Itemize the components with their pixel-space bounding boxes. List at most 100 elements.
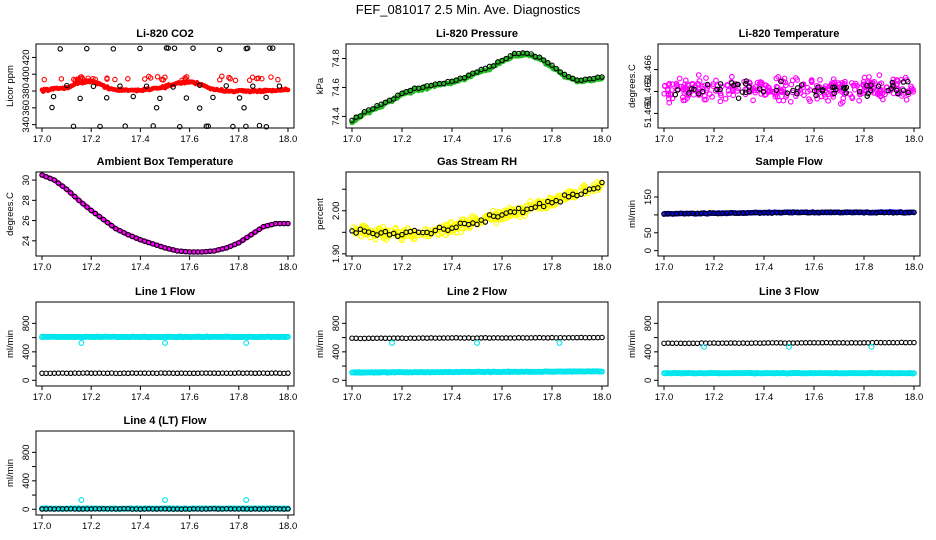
overlay-point [520, 209, 526, 216]
panel-line3: Line 3 Flow 17.0 17.2 17.4 17.6 17.8 18.0 0 400 8… [627, 286, 923, 403]
overlay-point [370, 106, 376, 112]
overlay-point [349, 228, 355, 234]
overlay-point [49, 104, 55, 111]
overlay-point [122, 123, 128, 129]
overlay-point [382, 228, 389, 235]
overlay-point [743, 89, 749, 96]
overlay-point [428, 230, 434, 237]
overlay-point [889, 79, 896, 86]
y-tick-label: 360 [21, 100, 32, 116]
temperature-point [807, 98, 813, 105]
co2-point [41, 76, 48, 83]
temperature-point [674, 83, 681, 90]
data-points [349, 334, 605, 376]
overlay-point [92, 210, 99, 217]
x-tick-label: 18.0 [905, 134, 924, 145]
y-tick-label: 0 [643, 248, 654, 253]
overlay-point [285, 506, 291, 512]
plot-frame [657, 171, 921, 257]
overlay-point [540, 57, 547, 63]
panel-title: Line 1 Flow [135, 286, 195, 298]
overlay-point [96, 213, 103, 220]
rh-point [508, 206, 515, 213]
x-tick-label: 17.4 [443, 134, 462, 145]
x-tick-label: 17.4 [755, 262, 774, 273]
co2-point [226, 74, 232, 81]
overlay-point [51, 177, 58, 183]
figure-title: FEF_081017 2.5 Min. Ave. Diagnostics [356, 2, 581, 17]
rh-point [453, 229, 460, 236]
y-tick-label: 30 [21, 175, 32, 186]
overlay-point [545, 60, 551, 66]
panel-title: Line 3 Flow [759, 286, 819, 298]
rh-point [474, 217, 481, 224]
y-tick-label: 420 [21, 50, 32, 66]
overlay-point [64, 82, 70, 89]
temperature-point [680, 86, 687, 93]
temperature-point [787, 98, 794, 105]
x-tick-label: 17.2 [705, 262, 724, 273]
x-tick-label: 17.8 [855, 134, 874, 145]
co2-point [71, 76, 77, 83]
overlay-point [482, 219, 489, 225]
overlay-point [117, 227, 123, 234]
overlay-point [482, 65, 489, 72]
x-tick-label: 17.2 [82, 262, 101, 273]
co2-point [183, 74, 190, 80]
plot-frame [35, 43, 295, 129]
x-tick-label: 18.0 [279, 521, 298, 532]
overlay-point [103, 95, 110, 101]
y-tick-label: 340 [21, 117, 32, 133]
x-tick-label: 17.4 [443, 262, 462, 273]
x-tick-label: 17.8 [543, 392, 562, 403]
overlay-point [137, 45, 143, 52]
overlay-point [743, 78, 750, 84]
y-axis-label: ml/min [627, 330, 638, 358]
rh-point [561, 194, 568, 201]
x-tick-label: 18.0 [905, 392, 924, 403]
x-tick-label: 17.4 [131, 521, 150, 532]
overlay-point [714, 86, 720, 93]
temperature-point [780, 97, 787, 104]
overlay-point [84, 204, 90, 210]
overlay-point [76, 197, 82, 204]
rh-point [410, 236, 417, 243]
temperature-point [789, 77, 796, 84]
y-tick-label: 28 [21, 195, 32, 206]
x-tick-label: 17.8 [855, 262, 874, 273]
x-tick-label: 17.8 [230, 134, 249, 145]
overlay-point [474, 221, 480, 228]
x-tick-label: 17.2 [82, 521, 101, 532]
x-tick-label: 18.0 [279, 392, 298, 403]
overlay-point [267, 45, 273, 51]
rh-point [435, 230, 442, 237]
overlay-point [760, 88, 767, 95]
overlay-point [815, 84, 821, 90]
overlay-point [285, 370, 291, 376]
y-axis-label: degrees.C [627, 64, 638, 108]
overlay-point [811, 88, 818, 94]
overlay-point [819, 88, 826, 94]
x-tick-label: 17.8 [855, 392, 874, 403]
overlay-point [196, 82, 203, 88]
temperature-point [805, 88, 811, 95]
co2-point [58, 76, 65, 82]
overlay-point [395, 92, 401, 98]
overlay-point [263, 94, 269, 101]
outlier-point [162, 497, 168, 504]
overlay-point [196, 105, 203, 111]
overlay-point [216, 46, 223, 53]
outlier-point [474, 339, 480, 346]
temperature-point [840, 95, 847, 102]
overlay-point [236, 95, 243, 101]
co2-point [77, 74, 84, 80]
rh-point [466, 225, 473, 232]
overlay-point [77, 95, 83, 102]
x-tick-label: 18.0 [905, 262, 924, 273]
temperature-point [699, 83, 705, 90]
temperature-point [783, 82, 789, 89]
temperature-point [879, 90, 886, 97]
temperature-point [848, 80, 855, 86]
y-tick-label: 2.00 [331, 202, 342, 221]
co2-point [217, 77, 223, 83]
